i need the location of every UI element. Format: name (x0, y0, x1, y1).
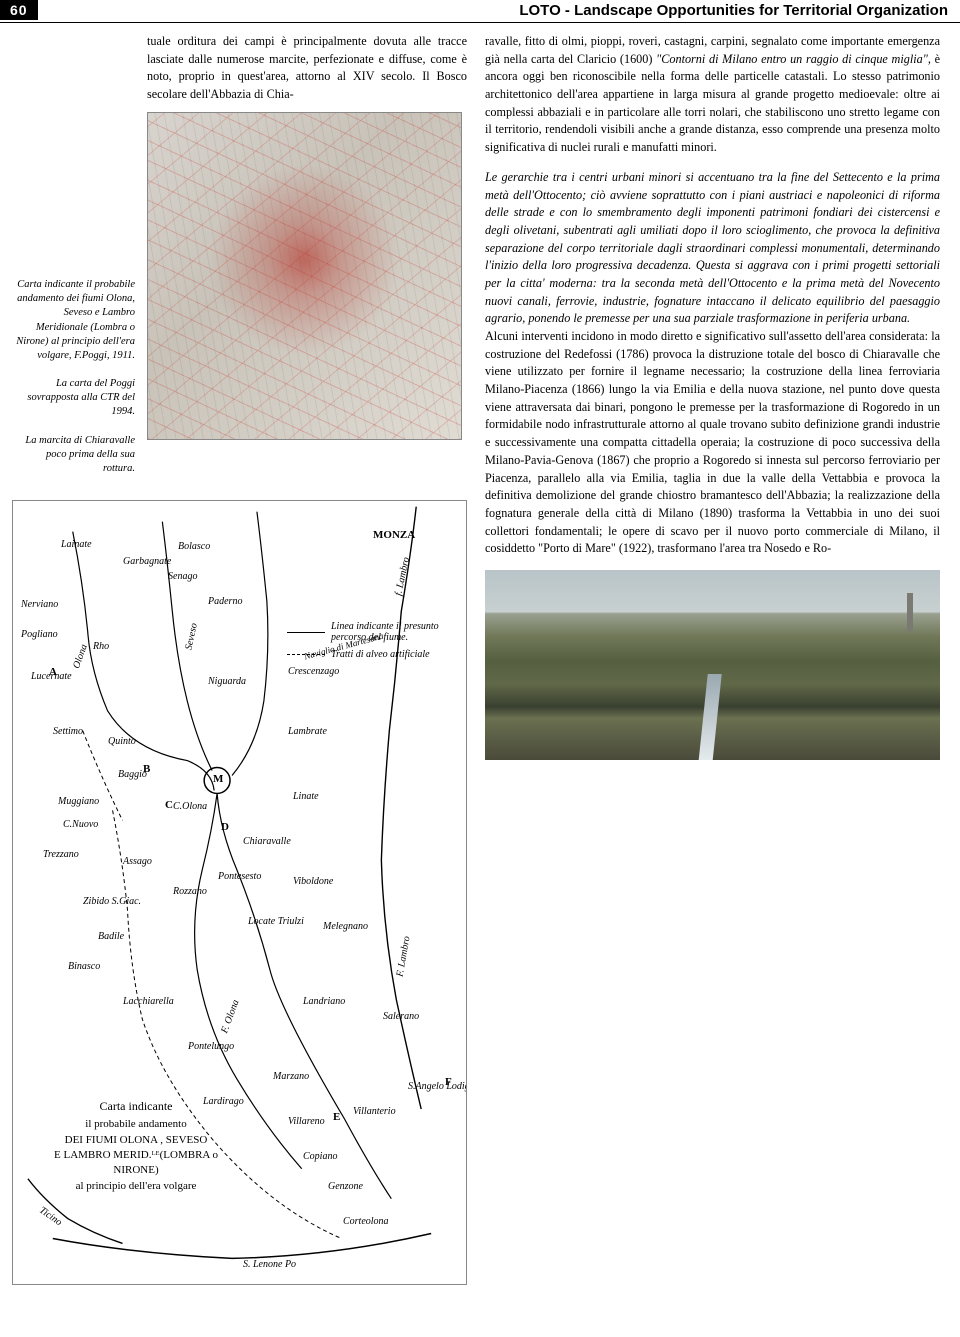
map-node-f: F (445, 1076, 452, 1088)
map-label: Garbagnate (123, 556, 171, 567)
map-label: Rho (93, 641, 109, 652)
page-body: Carta indicante il probabile andamento d… (0, 33, 960, 1285)
page-number: 60 (0, 0, 38, 20)
map-label: Genzone (328, 1181, 363, 1192)
p1-b: , è ancora oggi ben riconoscibile nella … (485, 52, 940, 154)
caption-3: La marcita di Chiaravalle poco prima del… (12, 434, 135, 477)
legend-row-1: Linea indicante il presunto percorso del… (287, 621, 446, 643)
map-label: Senago (168, 571, 197, 582)
map-label: Linate (293, 791, 319, 802)
map-node-b: B (143, 763, 150, 775)
map2-caption-l1: Carta indicante (31, 1098, 241, 1115)
map-label: Crescenzago (288, 666, 339, 677)
map-label: Viboldone (293, 876, 333, 887)
legend-row-2: Tratti di alveo artificiale (287, 649, 446, 660)
map-node-m: M (213, 773, 223, 785)
map2-caption-l3: DEI FIUMI OLONA , SEVESO (31, 1133, 241, 1148)
map-label: Badile (98, 931, 124, 942)
map-label: Pogliano (21, 629, 58, 640)
map-label: Bolasco (178, 541, 210, 552)
map-label: Copiano (303, 1151, 337, 1162)
map-label: Lacchiarella (123, 996, 174, 1007)
map-label: Niguarda (208, 676, 246, 687)
left-column: Carta indicante il probabile andamento d… (12, 33, 467, 1285)
map-label: S.Angelo Lodigiano (408, 1081, 467, 1092)
map-label: Rozzano (173, 886, 207, 897)
map-label: Muggiano (58, 796, 99, 807)
right-column: ravalle, fitto di olmi, pioppi, roveri, … (485, 33, 940, 1285)
intro-content: tuale orditura dei campi è principalment… (147, 33, 467, 490)
map-label: C.Olona (173, 801, 207, 812)
right-paragraph-1: ravalle, fitto di olmi, pioppi, roveri, … (485, 33, 940, 157)
intro-row: Carta indicante il probabile andamento d… (12, 33, 467, 490)
map-label: Nerviano (21, 599, 58, 610)
map2-caption-l2: il probabile andamento (31, 1117, 241, 1132)
map-node-e: E (333, 1111, 340, 1123)
map-label: Lambrate (288, 726, 327, 737)
map-label: Trezzano (43, 849, 79, 860)
map-label: Paderno (208, 596, 242, 607)
map-label: Quinto (108, 736, 136, 747)
sidebar-captions: Carta indicante il probabile andamento d… (12, 33, 147, 490)
header-title: LOTO - Landscape Opportunities for Terri… (38, 0, 960, 19)
map-label: Locate Triulzi (248, 916, 304, 927)
map-label: S. Lenone Po (243, 1259, 296, 1270)
legend-text-2: Tratti di alveo artificiale (331, 649, 430, 660)
map2-legend: Linea indicante il presunto percorso del… (287, 621, 446, 666)
map-label: Corteolona (343, 1216, 389, 1227)
map-label: Lainate (61, 539, 92, 550)
legend-text-1: Linea indicante il presunto percorso del… (331, 621, 446, 643)
map-label: Pontesesto (218, 871, 261, 882)
map-label: Melegnano (323, 921, 368, 932)
map-label: Binasco (68, 961, 100, 972)
left-intro-paragraph: tuale orditura dei campi è principalment… (147, 33, 467, 104)
marcita-photo (485, 570, 940, 760)
map2-caption-l4: E LAMBRO MERID.ᴸᴱ(LOMBRA o NIRONE) (31, 1148, 241, 1179)
map-node-c: C (165, 799, 173, 811)
map-label: Assago (123, 856, 152, 867)
right-paragraph-2: Le gerarchie tra i centri urbani minori … (485, 169, 940, 328)
map-label: Salerano (383, 1011, 419, 1022)
map2-caption: Carta indicante il probabile andamento D… (31, 1098, 241, 1194)
map-node-d: D (221, 821, 229, 833)
map-label: Landriano (303, 996, 345, 1007)
legend-line-dashed (287, 654, 325, 655)
p1-ital: "Contorni di Milano entro un raggio di c… (656, 52, 928, 66)
header-rule (0, 22, 960, 23)
historical-river-map: MONZA Lainate Nerviano Pogliano Rho Luce… (12, 500, 467, 1285)
right-paragraph-3: Alcuni interventi incidono in modo diret… (485, 328, 940, 558)
map-label-monza: MONZA (373, 529, 415, 541)
caption-1: Carta indicante il probabile andamento d… (12, 278, 135, 363)
map-label: C.Nuovo (63, 819, 98, 830)
map-node-a: A (49, 666, 57, 678)
map-overlay-image (147, 112, 462, 440)
map-label: Settimo (53, 726, 83, 737)
map-label: Zibido S.Giac. (83, 896, 141, 907)
map-label: Chiaravalle (243, 836, 291, 847)
map2-caption-l5: al principio dell'era volgare (31, 1179, 241, 1194)
map-label: Villareno (288, 1116, 325, 1127)
map-label: Villanterio (353, 1106, 396, 1117)
map-label: Pontelungo (188, 1041, 234, 1052)
caption-2: La carta del Poggi sovrapposta alla CTR … (12, 377, 135, 420)
map-label: Marzano (273, 1071, 309, 1082)
page-header: 60 LOTO - Landscape Opportunities for Te… (0, 0, 960, 22)
legend-line-solid (287, 632, 325, 633)
